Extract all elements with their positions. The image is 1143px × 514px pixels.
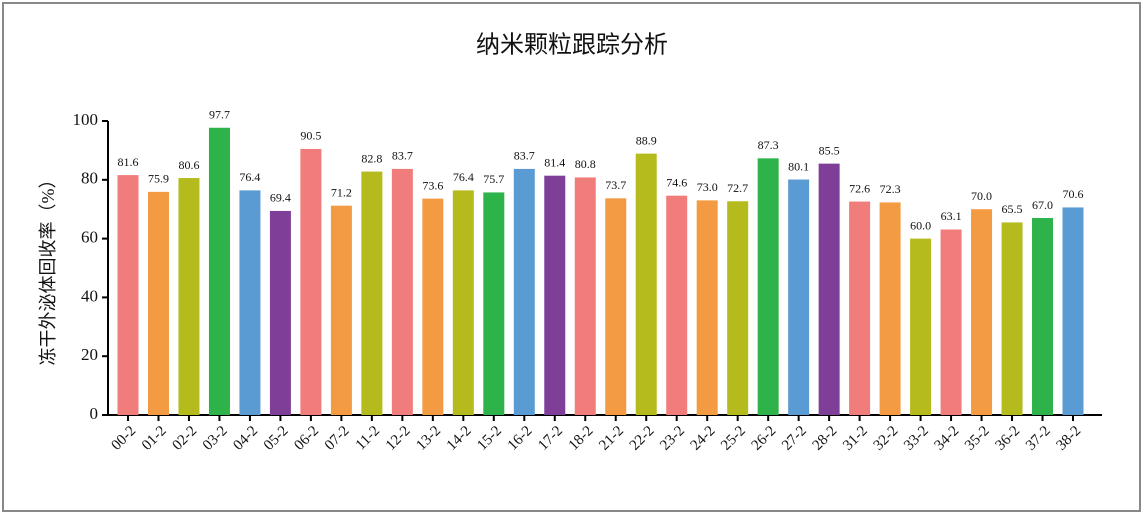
value-label: 67.0 xyxy=(1032,198,1053,212)
value-label: 76.4 xyxy=(239,170,260,184)
y-tick-label: 0 xyxy=(90,404,99,423)
value-label: 69.4 xyxy=(270,191,291,205)
y-axis-label: 冻干外泌体回收率（%） xyxy=(38,171,58,366)
bar xyxy=(879,202,901,415)
bar xyxy=(147,191,169,415)
bar xyxy=(757,158,779,415)
value-label: 70.6 xyxy=(1063,187,1084,201)
value-label: 73.6 xyxy=(422,178,443,192)
value-label: 75.7 xyxy=(483,172,504,186)
value-label: 80.6 xyxy=(178,158,199,172)
value-label: 60.0 xyxy=(910,218,931,232)
value-label: 80.8 xyxy=(575,157,596,171)
y-tick-label: 80 xyxy=(81,169,98,188)
value-label: 88.9 xyxy=(636,133,657,147)
value-label: 72.3 xyxy=(880,182,901,196)
bar xyxy=(361,171,383,415)
bar xyxy=(1001,222,1023,415)
y-tick-label: 20 xyxy=(81,345,98,364)
y-tick-label: 40 xyxy=(81,286,98,305)
value-label: 97.7 xyxy=(209,108,230,122)
bar xyxy=(971,209,993,415)
bar xyxy=(208,127,230,416)
value-label: 82.8 xyxy=(361,151,382,165)
value-label: 70.0 xyxy=(971,189,992,203)
bar xyxy=(1032,218,1054,415)
bar xyxy=(574,177,596,415)
value-label: 81.6 xyxy=(118,155,139,169)
value-label: 72.7 xyxy=(727,181,748,195)
value-label: 74.6 xyxy=(666,175,687,189)
chart-title: 纳米颗粒跟踪分析 xyxy=(476,32,668,59)
value-label: 85.5 xyxy=(819,143,840,157)
value-label: 73.0 xyxy=(697,180,718,194)
bar xyxy=(788,179,810,415)
value-label: 75.9 xyxy=(148,172,169,186)
value-label: 63.1 xyxy=(941,209,962,223)
value-label: 72.6 xyxy=(849,181,870,195)
bar xyxy=(635,153,657,415)
bar xyxy=(666,195,688,415)
bar xyxy=(330,205,352,415)
value-label: 81.4 xyxy=(544,155,565,169)
bar xyxy=(1062,207,1084,415)
bar xyxy=(544,175,566,415)
bar xyxy=(818,163,840,415)
value-label: 71.2 xyxy=(331,185,352,199)
bar xyxy=(727,201,749,415)
bar xyxy=(300,148,322,415)
y-tick-label: 100 xyxy=(73,110,99,129)
bar xyxy=(239,190,261,415)
bar xyxy=(483,192,505,415)
value-label: 76.4 xyxy=(453,170,474,184)
value-label: 73.7 xyxy=(605,178,626,192)
y-tick-label: 60 xyxy=(81,228,98,247)
value-label: 65.5 xyxy=(1002,202,1023,216)
bar xyxy=(696,200,718,415)
bar xyxy=(178,178,200,415)
value-label: 90.5 xyxy=(300,129,321,143)
bar xyxy=(940,229,962,415)
bar xyxy=(422,198,444,415)
bar xyxy=(269,210,291,415)
value-label: 83.7 xyxy=(514,149,535,163)
bar xyxy=(513,168,535,415)
bar xyxy=(117,175,139,415)
value-label: 80.1 xyxy=(788,159,809,173)
bar xyxy=(391,168,413,415)
value-label: 87.3 xyxy=(758,138,779,152)
bar xyxy=(452,190,474,415)
bar xyxy=(605,198,627,415)
value-label: 83.7 xyxy=(392,149,413,163)
bar xyxy=(910,238,932,415)
bar xyxy=(849,201,871,415)
